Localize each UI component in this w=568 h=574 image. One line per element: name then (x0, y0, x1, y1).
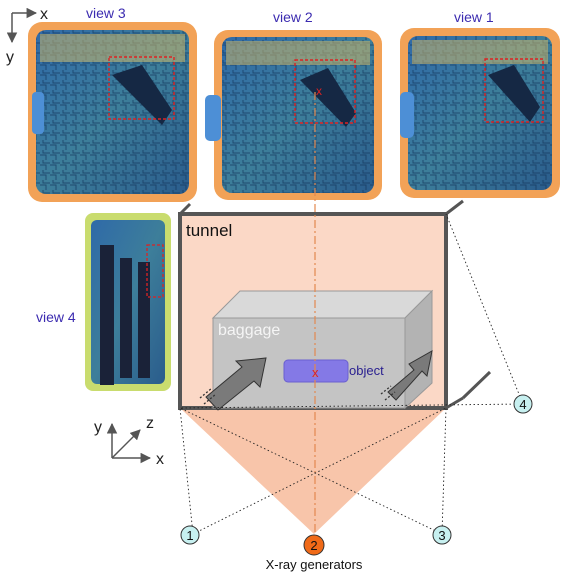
generator-1: 1 (180, 525, 200, 545)
top-x-axis-label: x (40, 6, 48, 23)
baggage-label: baggage (218, 322, 280, 339)
generator-1-label: 1 (186, 528, 193, 543)
tunnel-label: tunnel (186, 221, 232, 240)
generator-3-label: 3 (438, 528, 445, 543)
view2-label: view 2 (273, 9, 313, 25)
view2-object-mark: x (316, 84, 322, 98)
generator-3: 3 (432, 525, 452, 545)
top-y-axis-label: y (6, 49, 14, 66)
view4-image (85, 213, 171, 391)
conveyor-arrow-left (199, 357, 267, 411)
conveyor-arrow-right (380, 350, 433, 401)
generator-2: 2 (303, 534, 325, 556)
xray-beam (180, 408, 446, 534)
view1-label: view 1 (454, 9, 494, 25)
beam-dotted-lines (179, 213, 524, 535)
generator-2-label: 2 (310, 538, 317, 553)
view2-image: x (205, 30, 382, 200)
generator-4: 4 (513, 394, 533, 414)
object-mark: x (312, 365, 319, 380)
view4-label: view 4 (36, 309, 76, 325)
bottom-axes: x y z (94, 415, 164, 468)
bottom-z-axis-arrow (111, 429, 141, 459)
bottom-x-axis-label: x (156, 451, 164, 468)
object-label: object (349, 363, 384, 378)
top-axes: x y (6, 6, 48, 66)
view3-image (28, 22, 197, 202)
view1-image (400, 28, 560, 198)
view3-label: view 3 (86, 5, 126, 21)
bottom-z-axis-label: z (146, 415, 154, 432)
bottom-y-axis-label: y (94, 419, 102, 436)
object-box (283, 359, 349, 383)
generator-4-label: 4 (519, 397, 526, 412)
generators-caption: X-ray generators (266, 557, 363, 572)
